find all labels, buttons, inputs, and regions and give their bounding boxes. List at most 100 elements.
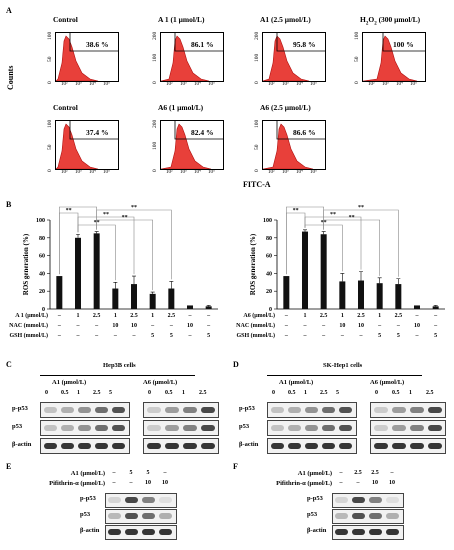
condition-cell: – <box>113 333 117 339</box>
bar <box>302 231 308 309</box>
flow-y-tick: 0 <box>354 81 360 84</box>
gate-line <box>276 121 325 140</box>
flow-y-tick: 200 <box>152 119 158 128</box>
condition-cell: 1 <box>76 313 80 319</box>
treatment-1-value: 5 <box>146 470 150 476</box>
blot-strip <box>105 525 177 540</box>
condition-cell: 1 <box>378 313 382 319</box>
band <box>108 513 121 519</box>
condition-cell: – <box>322 323 326 329</box>
flow-histogram <box>55 32 119 82</box>
histogram-fill <box>56 35 99 81</box>
blot-row-label: p-p53 <box>12 405 28 412</box>
ros-chart-a1: 0 20 40 60 80 100 ROS generation (%) ** ** ** ** **… <box>0 202 227 325</box>
y-tick-label: 100 <box>263 218 272 224</box>
dose-label: 1 <box>304 390 307 396</box>
band <box>95 443 108 449</box>
blot-row-label: β-actin <box>80 527 100 534</box>
significance-star: ** <box>330 212 336 218</box>
dose-label: 0 <box>45 390 48 396</box>
significance-star: ** <box>349 215 355 221</box>
treatment-2-value: – <box>339 480 343 486</box>
condition-cell: 1 <box>303 313 307 319</box>
flow-x-tick: 10⁵ <box>103 170 110 175</box>
flow-y-tick: 50 <box>47 56 53 63</box>
condition-cell: 2.5 <box>319 313 328 319</box>
condition-cell: – <box>57 313 61 319</box>
band <box>271 425 284 431</box>
blot-strip <box>370 420 446 436</box>
error-bar <box>377 277 382 284</box>
treatment-1-value: – <box>339 470 343 476</box>
gate-percent: 37.4 % <box>86 128 109 137</box>
y-tick-label: 0 <box>269 307 272 313</box>
dose-label: 2.5 <box>93 390 101 396</box>
flow-x-tick: 10⁵ <box>208 82 215 87</box>
gate-line <box>174 33 223 52</box>
band <box>288 425 301 431</box>
condition-cell: – <box>76 323 80 329</box>
blot-strip <box>143 438 219 454</box>
flow-x-tick: 10³ <box>282 170 289 175</box>
condition-cell: 2.5 <box>167 313 176 319</box>
band <box>112 407 125 413</box>
bar <box>205 306 212 309</box>
condition-cell: – <box>188 313 192 319</box>
band <box>352 497 365 503</box>
panel-label-d: D <box>233 360 239 369</box>
blot-strip <box>332 525 404 540</box>
band <box>142 529 155 535</box>
flow-x-tick: 10⁵ <box>103 82 110 87</box>
blot-strip <box>332 509 404 524</box>
panel-label-a: A <box>6 6 12 15</box>
y-tick-label: 20 <box>39 289 45 295</box>
bar <box>376 283 383 309</box>
significance-star: ** <box>293 208 299 214</box>
error-bar <box>206 305 211 307</box>
treatment-2-value: – <box>356 480 360 486</box>
dose-label: 1 <box>77 390 80 396</box>
band <box>44 407 57 413</box>
treatment-1-value: – <box>163 470 167 476</box>
condition-cell: – <box>169 323 173 329</box>
blot-row-label: p53 <box>12 423 23 430</box>
title-sub: 2 <box>374 21 377 27</box>
blot-row-label: p-p53 <box>239 405 255 412</box>
flow-x-tick: 10³ <box>75 82 82 87</box>
band <box>112 425 125 431</box>
condition-cell: 5 <box>396 333 400 339</box>
title-part: O <box>368 15 375 24</box>
cell-line-bracket <box>267 375 422 376</box>
condition-cell: 1 <box>340 313 344 319</box>
flow-x-tick: 10⁵ <box>410 82 417 87</box>
blot-strip <box>40 420 130 436</box>
condition-cell: – <box>57 323 61 329</box>
band <box>428 407 442 413</box>
condition-cell: – <box>322 333 326 339</box>
treatment-2-value: – <box>112 480 116 486</box>
band <box>78 407 91 413</box>
bar <box>93 233 100 309</box>
band <box>335 513 348 519</box>
treatment-2-value: – <box>129 480 133 486</box>
condition-cell: 10 <box>339 323 346 329</box>
condition-cell: 2.5 <box>92 313 101 319</box>
flow-y-tick: 200 <box>152 31 158 40</box>
band <box>322 425 335 431</box>
band <box>305 425 318 431</box>
blot-row-label: β-actin <box>307 527 327 534</box>
flow-y-tick: 0 <box>47 81 53 84</box>
band <box>165 407 179 413</box>
significance-star: ** <box>122 215 128 221</box>
significance-bracket <box>323 219 380 276</box>
band <box>352 513 365 519</box>
band <box>147 425 161 431</box>
blot-strip <box>267 420 357 436</box>
flow-x-tick: 10² <box>61 170 68 175</box>
error-bar <box>150 291 155 294</box>
band <box>125 497 138 503</box>
gate-line <box>382 33 425 52</box>
condition-cell: – <box>396 323 400 329</box>
condition-cell: 2.5 <box>357 313 365 319</box>
